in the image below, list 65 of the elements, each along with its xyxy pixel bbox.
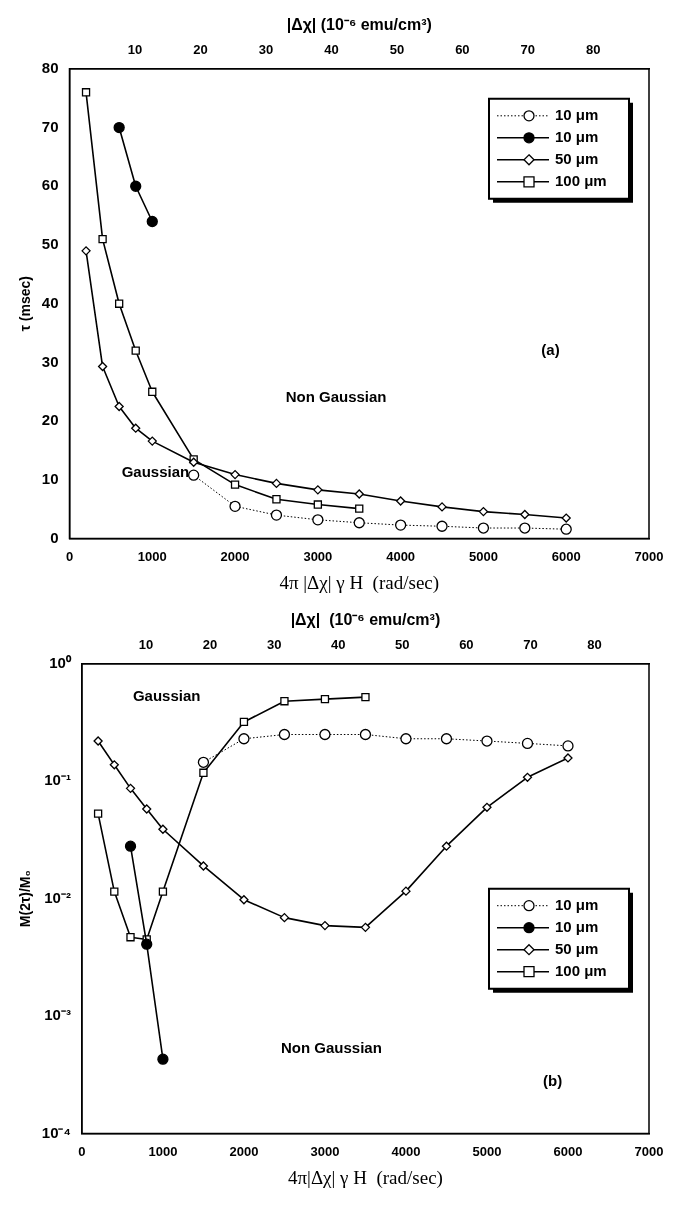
x2-tick-label: 60	[455, 41, 470, 57]
legend-label: 10 μm	[555, 127, 599, 145]
x2-tick-label: 80	[586, 41, 601, 57]
annotation: Non Gaussian	[281, 1039, 382, 1057]
x-tick-label: 4000	[391, 1143, 421, 1159]
x2-tick-label: 60	[459, 636, 474, 652]
x2-tick-label: 50	[395, 636, 410, 652]
y-tick-label: 0	[50, 528, 59, 546]
x-tick-label: 0	[78, 1143, 86, 1159]
y-tick-label: 10⁻¹	[44, 771, 71, 789]
y-axis-title: τ (msec)	[17, 276, 34, 332]
x-tick-label: 7000	[634, 548, 664, 564]
x2-tick-label: 10	[127, 41, 143, 57]
x-tick-label: 1000	[137, 548, 167, 564]
x2-tick-label: 70	[523, 636, 538, 652]
x-tick-label: 2000	[220, 548, 250, 564]
x2-tick-label: 20	[202, 636, 218, 652]
x-tick-label: 5000	[472, 1143, 502, 1159]
annotation: (b)	[543, 1072, 563, 1090]
x2-axis-title: |Δχ| (10⁻⁶ emu/cm³)	[286, 16, 432, 34]
x2-tick-label: 40	[324, 41, 339, 57]
y-tick-label: 10⁻⁴	[41, 1123, 71, 1141]
y-tick-label: 10⁰	[49, 653, 72, 671]
x2-tick-label: 10	[138, 636, 154, 652]
legend-label: 10 μm	[555, 895, 599, 913]
x-tick-label: 7000	[634, 1143, 664, 1159]
x2-tick-label: 70	[520, 41, 536, 57]
y-tick-label: 10	[41, 470, 59, 488]
y-tick-label: 30	[41, 352, 59, 370]
x2-tick-label: 30	[258, 41, 274, 57]
x-tick-label: 4000	[386, 548, 416, 564]
annotation: Gaussian	[121, 462, 190, 480]
annotation: (a)	[541, 340, 560, 358]
y-tick-label: 10⁻²	[44, 888, 71, 906]
x-tick-label: 2000	[229, 1143, 259, 1159]
y-tick-label: 10⁻³	[44, 1006, 71, 1024]
annotation: Non Gaussian	[285, 387, 387, 405]
legend-label: 100 μm	[555, 961, 607, 979]
y-tick-label: 80	[41, 58, 59, 76]
x-tick-label: 3000	[310, 1143, 340, 1159]
legend-label: 50 μm	[555, 149, 599, 167]
x2-tick-label: 40	[330, 636, 346, 652]
legend-label: 10 μm	[555, 917, 599, 935]
y-tick-label: 60	[41, 176, 59, 194]
x2-axis-title: |Δχ| (10⁻⁶ emu/cm³)	[290, 611, 441, 629]
x-tick-label: 5000	[468, 548, 498, 564]
y-tick-label: 20	[41, 411, 59, 429]
x-tick-label: 6000	[553, 1143, 583, 1159]
y-tick-label: 70	[41, 117, 59, 135]
legend-label: 50 μm	[555, 939, 599, 957]
annotation: Gaussian	[132, 686, 201, 704]
x-tick-label: 1000	[148, 1143, 178, 1159]
y-tick-label: 50	[41, 235, 59, 253]
x-tick-label: 3000	[303, 548, 333, 564]
y-axis-title: M(2τ)/M₀	[17, 870, 34, 928]
x2-tick-label: 50	[389, 41, 405, 57]
x2-tick-label: 30	[266, 636, 282, 652]
y-tick-label: 40	[41, 293, 59, 311]
x-axis-title: 4π |Δχ| γ H (rad/sec)	[279, 571, 440, 594]
x2-tick-label: 20	[193, 41, 208, 57]
x-axis-title: 4π|Δχ| γ H (rad/sec)	[287, 1166, 443, 1189]
legend-label: 100 μm	[555, 171, 607, 189]
x-tick-label: 6000	[551, 548, 581, 564]
legend-label: 10 μm	[555, 105, 599, 123]
x2-tick-label: 80	[587, 636, 602, 652]
